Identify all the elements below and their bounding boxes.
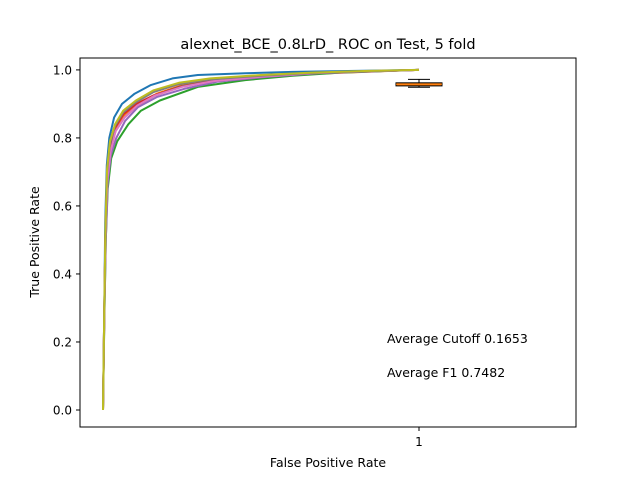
y-tick-label-5: 1.0 — [53, 63, 72, 77]
y-tick-label-4: 0.8 — [53, 131, 72, 145]
x-tick-label-0: 1 — [415, 435, 423, 449]
roc-curve-9 — [102, 68, 420, 411]
roc-curve-6 — [102, 68, 420, 411]
y-axis-label: True Positive Rate — [27, 186, 42, 299]
roc-curve-3 — [102, 68, 420, 411]
y-tick-label-1: 0.2 — [53, 335, 72, 349]
roc-curve-1 — [102, 68, 420, 411]
annotation-average-f1: Average F1 0.7482 — [387, 365, 505, 380]
axes-frame — [79, 57, 577, 428]
annotation-average-cutoff: Average Cutoff 0.1653 — [387, 331, 528, 346]
axis-ticks: 0.0 0.2 0.4 0.6 0.8 1.0 1 — [53, 63, 423, 449]
x-axis-label: False Positive Rate — [270, 455, 386, 470]
chart-title: alexnet_BCE_0.8LrD_ ROC on Test, 5 fold — [180, 37, 475, 53]
plot-area — [102, 68, 443, 411]
roc-curve-8 — [102, 68, 420, 411]
roc-curve-4 — [102, 68, 420, 411]
y-tick-label-3: 0.6 — [53, 199, 72, 213]
roc-curve-2 — [102, 68, 420, 411]
roc-curve-7 — [102, 68, 420, 411]
y-tick-label-2: 0.4 — [53, 267, 72, 281]
y-tick-label-0: 0.0 — [53, 403, 72, 417]
roc-curve-5 — [102, 68, 420, 411]
